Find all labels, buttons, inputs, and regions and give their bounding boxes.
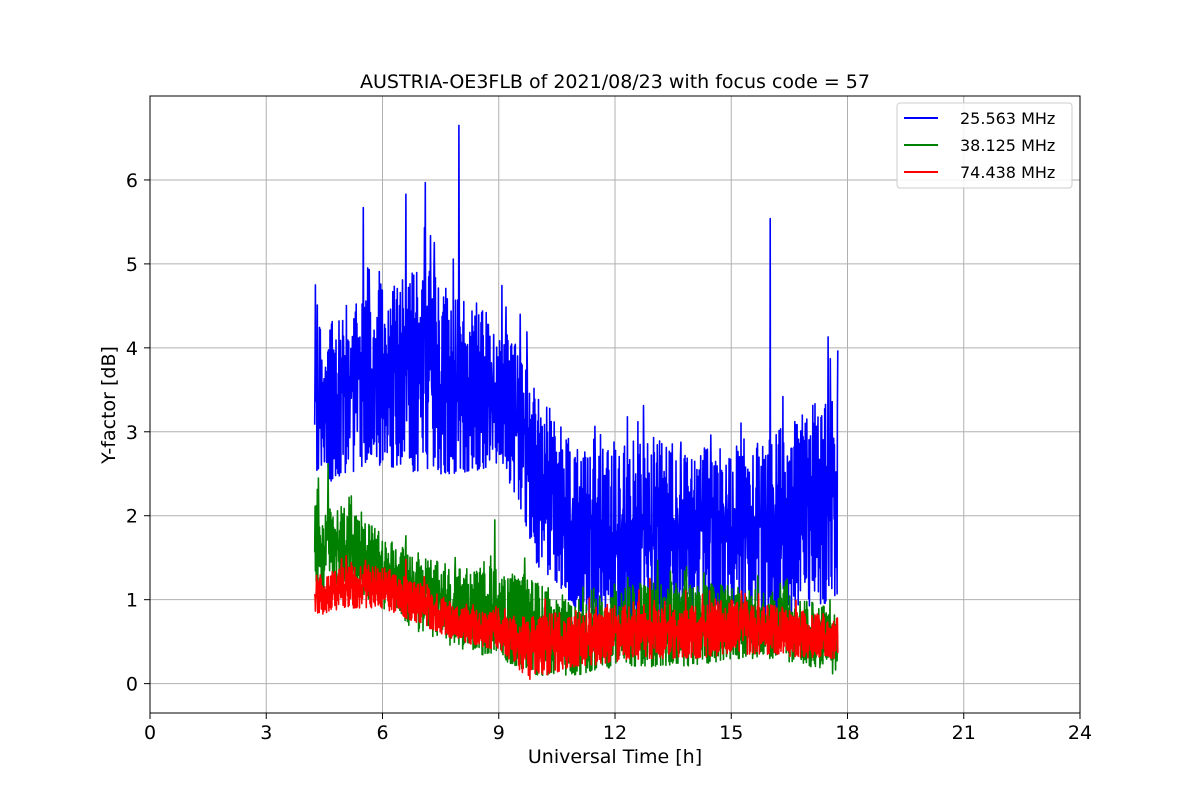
chart-title: AUSTRIA-OE3FLB of 2021/08/23 with focus … [360, 71, 870, 93]
x-tick-label: 9 [493, 722, 505, 744]
legend-label-74-438: 74.438 MHz [960, 163, 1055, 182]
x-tick-label: 0 [144, 722, 156, 744]
legend-label-25-563: 25.563 MHz [960, 109, 1055, 128]
series-line-38-125 [313, 462, 839, 676]
x-tick-label: 6 [376, 722, 388, 744]
legend-label-38-125: 38.125 MHz [960, 136, 1055, 155]
series-line-25-563 [313, 124, 839, 641]
y-tick-label: 5 [126, 254, 138, 276]
x-tick-label: 12 [603, 722, 627, 744]
x-axis-label: Universal Time [h] [528, 746, 702, 768]
legend: 25.563 MHz 38.125 MHz 74.438 MHz [896, 102, 1073, 189]
grid [149, 96, 1081, 713]
x-tick-label: 21 [952, 722, 976, 744]
y-tick-label: 1 [126, 590, 138, 612]
plot-area [313, 124, 839, 680]
x-tick-label: 24 [1068, 722, 1092, 744]
y-axis-label: Y-factor [dB] [98, 346, 120, 465]
legend-frame [896, 102, 1073, 189]
y-tick-label: 3 [126, 422, 138, 444]
y-tick-label: 4 [126, 338, 138, 360]
y-tick-label: 0 [126, 674, 138, 696]
x-tick-label: 3 [260, 722, 272, 744]
y-tick-label: 2 [126, 506, 138, 528]
y-tick-label: 6 [126, 170, 138, 192]
series-line-74-438 [313, 555, 839, 680]
x-tick-label: 18 [835, 722, 859, 744]
x-tick-label: 15 [719, 722, 743, 744]
